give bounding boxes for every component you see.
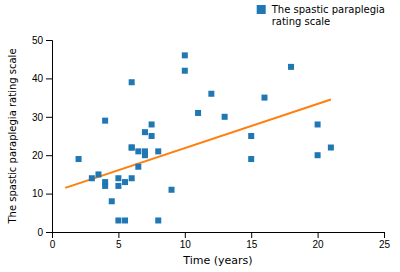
x-tick: 20 (313, 232, 325, 250)
x-axis-line (53, 233, 385, 239)
y-axis-line (46, 41, 53, 233)
point (149, 121, 155, 127)
point (169, 187, 175, 193)
y-tick: 0 (37, 227, 52, 238)
legend-label: The spastic paraplegiarating scale (271, 4, 385, 27)
y-tick: 30 (32, 112, 52, 123)
point (222, 114, 228, 120)
y-axis: 0 10 20 30 40 50 (32, 35, 53, 238)
y-tick-label: 40 (32, 73, 44, 84)
y-tick-label: 10 (32, 188, 44, 199)
marks (65, 52, 334, 223)
y-tick-mark (46, 194, 52, 195)
point (208, 91, 214, 97)
x-tick-mark (384, 232, 385, 238)
point (155, 217, 161, 223)
x-tick-label: 25 (379, 239, 391, 250)
point (89, 175, 95, 181)
point (135, 164, 141, 170)
x-tick-mark (251, 232, 252, 238)
point (102, 179, 108, 185)
x-tick: 25 (379, 232, 391, 250)
y-tick-label: 50 (32, 35, 44, 46)
y-tick: 50 (32, 35, 52, 46)
point (288, 64, 294, 70)
point (122, 217, 128, 223)
point (149, 133, 155, 139)
x-tick-mark (318, 232, 319, 238)
y-tick-label: 20 (32, 150, 44, 161)
point (261, 95, 267, 101)
chart: 0 5 10 15 20 25 0 10 20 30 40 50 Time (years) The spa… (0, 0, 400, 272)
y-tick-mark (46, 155, 52, 156)
point (135, 148, 141, 154)
point (129, 175, 135, 181)
y-tick-mark (46, 78, 52, 79)
x-tick: 10 (180, 232, 192, 250)
x-tick-label: 20 (313, 239, 325, 250)
plot: 0 5 10 15 20 25 0 10 20 30 40 50 Time (years) The spa… (7, 35, 390, 267)
y-tick-mark (46, 117, 52, 118)
legend-swatch (257, 5, 266, 14)
legend-label-line: rating scale (272, 16, 331, 27)
point (95, 171, 101, 177)
y-axis-title: The spastic paraplegia rating scale (7, 48, 18, 224)
point (248, 133, 254, 139)
point (142, 129, 148, 135)
point (155, 148, 161, 154)
point (328, 145, 334, 151)
point (182, 68, 188, 74)
legend-item: The spastic paraplegiarating scale (257, 4, 385, 27)
point (122, 179, 128, 185)
point (109, 198, 115, 204)
x-tick-label: 0 (50, 239, 56, 250)
point (102, 118, 108, 124)
point (182, 52, 188, 58)
point (142, 148, 148, 154)
point (248, 156, 254, 162)
point (115, 217, 121, 223)
x-tick-label: 5 (116, 239, 122, 250)
x-tick-label: 15 (246, 239, 258, 250)
point (129, 145, 135, 151)
line (65, 100, 331, 188)
x-axis-title: Time (years) (182, 254, 252, 267)
legend: The spastic paraplegiarating scale (257, 4, 385, 27)
point (115, 183, 121, 189)
y-tick-mark (46, 40, 52, 41)
x-tick-mark (185, 232, 186, 238)
point (129, 79, 135, 85)
point (195, 110, 201, 116)
point (129, 145, 135, 151)
y-tick-mark (46, 232, 52, 233)
point (115, 175, 121, 181)
x-axis: 0 5 10 15 20 25 (50, 232, 391, 250)
y-tick: 10 (32, 188, 52, 199)
y-tick: 20 (32, 150, 52, 161)
x-tick-mark (118, 232, 119, 238)
x-tick: 0 (50, 232, 56, 250)
y-tick-label: 30 (32, 112, 44, 123)
x-tick: 15 (246, 232, 258, 250)
point (315, 121, 321, 127)
y-tick: 40 (32, 73, 52, 84)
point (315, 152, 321, 158)
legend-label-line: The spastic paraplegia (271, 4, 385, 15)
x-tick-label: 10 (180, 239, 192, 250)
x-tick: 5 (116, 232, 122, 250)
y-tick-label: 0 (37, 227, 43, 238)
point (76, 156, 82, 162)
